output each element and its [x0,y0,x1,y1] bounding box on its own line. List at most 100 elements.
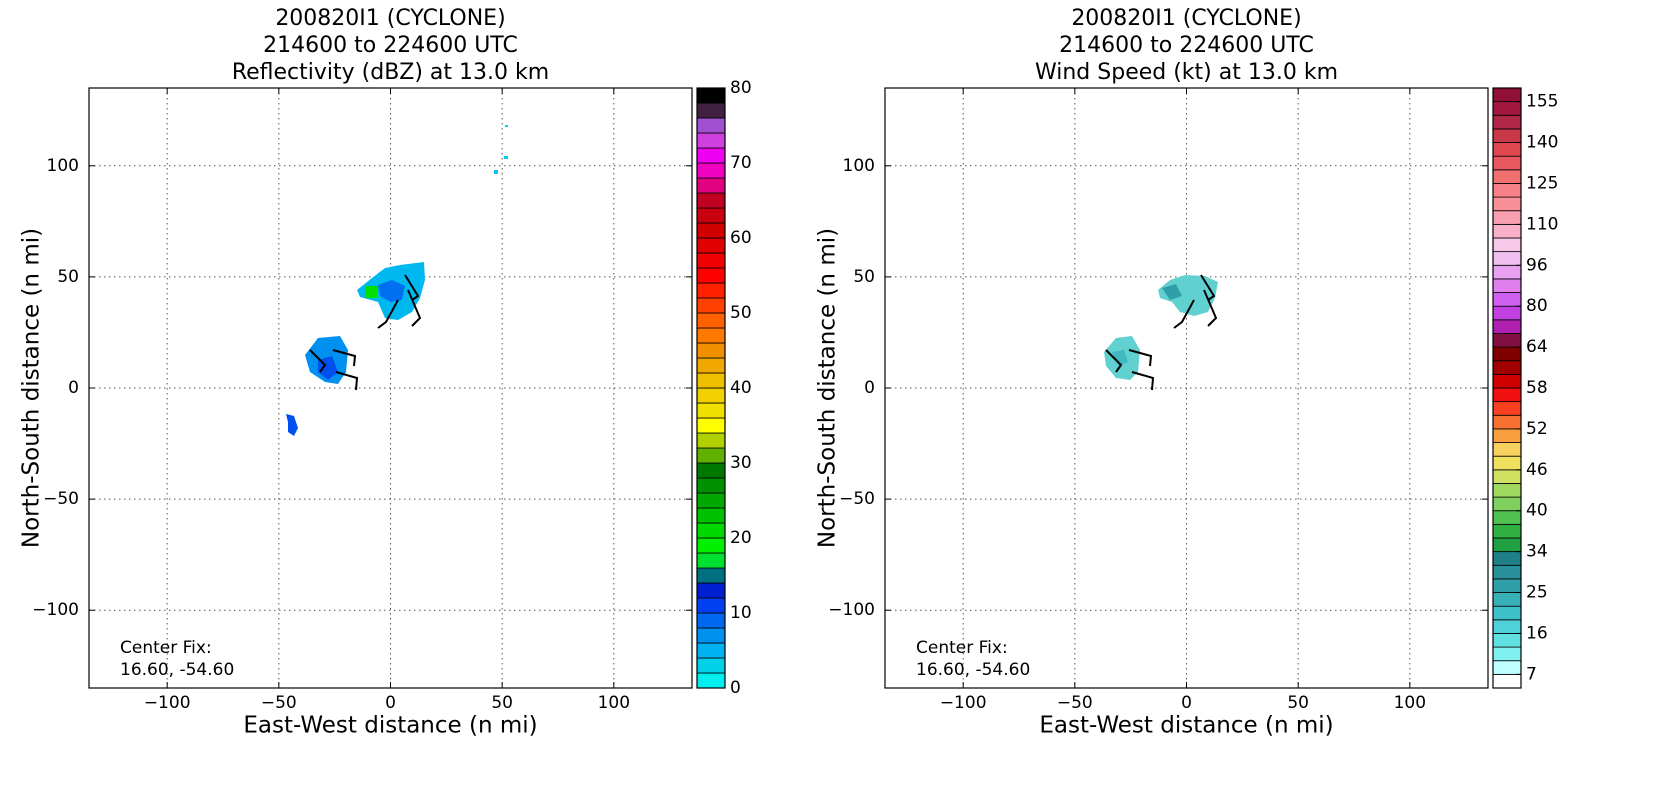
x-tick-label: 0 [385,693,396,713]
colorbar-segment [696,657,726,674]
colorbar-segment [1492,619,1522,634]
colorbar-segment [696,492,726,509]
colorbar-segment [1492,442,1522,457]
colorbar-segment [1492,223,1522,239]
annotation: Center Fix: [916,638,1008,658]
wind-speed-echoes [1104,275,1218,380]
colorbar-segment [1492,483,1522,498]
colorbar-segment [696,117,726,134]
chart-title: 214600 to 224600 UTC [1059,33,1314,58]
colorbar-segment [1492,333,1522,348]
colorbar-tick-label: 16 [1526,623,1548,643]
y-tick-label: −50 [839,489,875,509]
colorbar-tick-label: 30 [730,453,752,473]
grid-layer [89,88,692,688]
x-tick-label: 100 [1394,693,1426,713]
colorbar-segment [1492,292,1522,307]
colorbar-segment [1492,264,1522,280]
colorbar-tick-label: 80 [1526,296,1548,316]
colorbar-tick-label: 50 [730,303,752,323]
x-tick-label: 50 [1287,693,1309,713]
colorbar-segment [1492,169,1522,184]
colorbar-tick-label: 140 [1526,133,1558,153]
colorbar-segment [1492,346,1522,362]
wind-barbs [309,274,1218,391]
colorbar-segment [1492,428,1522,443]
colorbar-segment [696,132,726,149]
colorbar-segment [696,612,726,629]
x-tick-label: −100 [940,693,987,713]
y-axis-label: North-South distance (n mi) [815,228,841,548]
colorbar-segment [1492,673,1522,689]
colorbar-segment [696,417,726,434]
colorbar-segment [1492,210,1522,225]
colorbar-segment [1492,114,1522,130]
colorbar-segment [1492,373,1522,389]
colorbar-segment [1492,278,1522,293]
colorbar-segment [696,342,726,359]
colorbar-segment [696,462,726,479]
colorbar-segment [696,102,726,119]
colorbar-segment [1492,592,1522,607]
y-tick-label: 50 [853,267,875,287]
colorbar-segment [696,222,726,239]
y-tick-label: −100 [828,600,875,620]
colorbar-tick-label: 52 [1526,419,1548,439]
annotation: 16.60, -54.60 [916,660,1030,680]
colorbar-segment [696,402,726,419]
colorbar-segment [696,267,726,284]
colorbar-segment [1492,551,1522,566]
colorbar-tick-label: 60 [730,228,752,248]
colorbar-segment [1492,496,1522,512]
colorbar-segment [696,387,726,404]
colorbar-segment [1492,660,1522,675]
colorbar-segment [1492,142,1522,157]
colorbar-segment [1492,196,1522,212]
colorbar-segment [1492,469,1522,484]
colorbar-segment [1492,237,1522,253]
colorbar-segment [696,282,726,299]
colorbar-segment [696,507,726,524]
colorbar-segment [696,147,726,164]
colorbar-tick-label: 40 [1526,501,1548,521]
reflectivity-echoes [286,125,508,436]
colorbar-segment [1492,305,1522,321]
colorbar-segment [696,597,726,614]
y-tick-label: −50 [43,489,79,509]
colorbar-segment [696,252,726,269]
colorbar-tick-label: 0 [730,678,741,698]
colorbar-segment [1492,128,1522,143]
colorbar-segment [696,432,726,449]
colorbar-segment [696,672,726,689]
colorbar-tick-label: 64 [1526,337,1548,357]
colorbar-segment [1492,183,1522,198]
chart-title: 214600 to 224600 UTC [263,33,518,58]
colorbar-segment [1492,605,1522,621]
colorbar-tick-label: 125 [1526,173,1558,193]
colorbar-segment [696,447,726,464]
colorbar-segment [1492,455,1522,471]
colorbar-tick-label: 10 [730,603,752,623]
x-tick-label: 50 [491,693,513,713]
colorbar-segment [696,642,726,659]
colorbar-segment [696,552,726,569]
x-tick-label: 0 [1181,693,1192,713]
colorbar-segment [696,177,726,194]
y-tick-label: 50 [57,267,79,287]
colorbar-segment [696,537,726,554]
colorbar-segment [696,567,726,584]
colorbar-segment [1492,510,1522,525]
colorbar-segment [696,372,726,389]
plot-frame [884,87,1489,689]
colorbar-segment [1492,414,1522,430]
colorbar-tick-label: 96 [1526,255,1548,275]
colorbar-segment [696,582,726,599]
colorbar-segment [1492,251,1522,266]
colorbar-segment [1492,387,1522,403]
chart-title: Wind Speed (kt) at 13.0 km [1035,60,1338,85]
y-tick-label: 100 [843,156,875,176]
colorbar-segment [1492,578,1522,593]
annotation: 16.60, -54.60 [120,660,234,680]
colorbar-segment [696,357,726,374]
